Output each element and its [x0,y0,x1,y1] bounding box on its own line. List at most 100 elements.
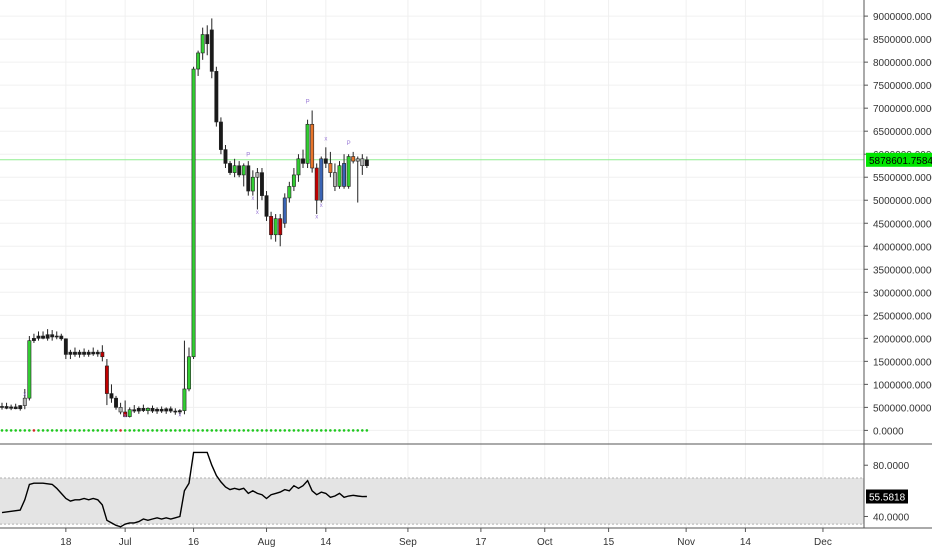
oscillator-axis-labels[interactable]: 40.0000 80.0000 [864,461,910,523]
candle[interactable] [0,402,4,410]
candle[interactable] [196,50,201,76]
candle[interactable] [59,333,64,341]
candle[interactable] [31,333,36,343]
candle[interactable] [27,336,32,401]
candle[interactable] [346,154,351,189]
candle[interactable] [342,154,347,189]
candles-layer[interactable] [0,18,369,418]
signal-dot [23,429,27,432]
candle[interactable] [191,66,196,360]
candle[interactable] [241,163,246,187]
candle[interactable] [132,405,137,413]
candle[interactable] [269,211,274,240]
candle[interactable] [63,338,68,360]
candle[interactable] [109,384,114,403]
candle[interactable] [104,359,109,406]
candle[interactable] [301,149,305,169]
candle[interactable] [264,191,269,221]
candle[interactable] [255,168,260,210]
candle[interactable] [91,347,96,356]
candle[interactable] [77,349,82,358]
price-tick-label: 8500000.0000 [873,35,932,46]
candle[interactable] [4,402,9,410]
candle[interactable] [228,161,232,175]
candle[interactable] [50,330,55,341]
candle[interactable] [187,347,191,392]
candle[interactable] [328,151,333,178]
candle[interactable] [291,168,296,192]
candle-body [273,218,278,236]
candle[interactable] [118,402,123,415]
candle[interactable] [323,147,328,169]
candle[interactable] [41,331,45,340]
candle[interactable] [150,405,155,413]
candle[interactable] [95,349,100,357]
candle[interactable] [260,168,264,201]
candle-body [22,397,27,406]
candle[interactable] [237,161,242,178]
candle[interactable] [173,408,178,415]
candle[interactable] [36,331,41,341]
candle[interactable] [82,348,87,357]
candle[interactable] [136,406,141,414]
candle[interactable] [114,395,118,410]
candle[interactable] [355,156,360,203]
candle[interactable] [218,117,223,155]
candle[interactable] [13,403,18,410]
candle[interactable] [141,404,146,412]
candle[interactable] [73,347,77,357]
candle[interactable] [159,406,164,413]
candle[interactable] [18,405,23,411]
price-tick-label: 7500000.0000 [873,81,932,92]
candle[interactable] [123,400,128,417]
candle[interactable] [337,161,342,189]
candle[interactable] [45,329,50,341]
price-axis-labels[interactable]: 0.0000 500000.0000 1000000.0000 1500000.000… [864,12,932,437]
candle[interactable] [100,345,105,362]
candle[interactable] [305,119,310,169]
candle[interactable] [177,409,182,416]
candle[interactable] [232,158,237,178]
candle[interactable] [278,214,283,247]
candle[interactable] [209,18,214,79]
signal-dot [233,429,236,432]
signal-dot [297,429,300,432]
signal-dot [119,429,122,432]
candle[interactable] [223,145,228,169]
price-tick-label: 9000000.0000 [873,12,932,23]
candle[interactable] [287,181,292,203]
candle[interactable] [155,407,160,414]
candle[interactable] [9,404,14,411]
candle[interactable] [273,214,278,242]
candle[interactable] [22,388,27,410]
candle[interactable] [86,349,91,357]
candle[interactable] [282,193,287,228]
signal-dot [265,429,268,432]
candle[interactable] [246,161,251,196]
candle[interactable] [68,349,73,360]
candle[interactable] [214,66,219,127]
candle[interactable] [250,170,255,196]
candle[interactable] [360,154,365,175]
candle[interactable] [168,406,173,413]
signal-dot [219,429,223,432]
candle[interactable] [146,407,150,415]
candle[interactable] [351,151,356,164]
candle-body [13,406,18,410]
candle[interactable] [332,163,337,192]
candle[interactable] [205,25,210,56]
candle[interactable] [314,163,319,215]
price-tick-label: 4500000.0000 [873,219,932,230]
candle[interactable] [54,331,59,340]
candle[interactable] [182,340,187,415]
candle[interactable] [319,156,324,203]
candle[interactable] [200,27,205,60]
candle[interactable] [127,407,132,418]
oscillator-band [0,478,864,525]
candle[interactable] [364,156,369,169]
time-axis-labels[interactable]: 18 Jul 16 Aug 14 Sep 17 Oct 15 Nov 14 Dec [60,528,832,548]
candle[interactable] [164,407,169,414]
candle[interactable] [296,154,301,182]
candle[interactable] [310,110,315,173]
